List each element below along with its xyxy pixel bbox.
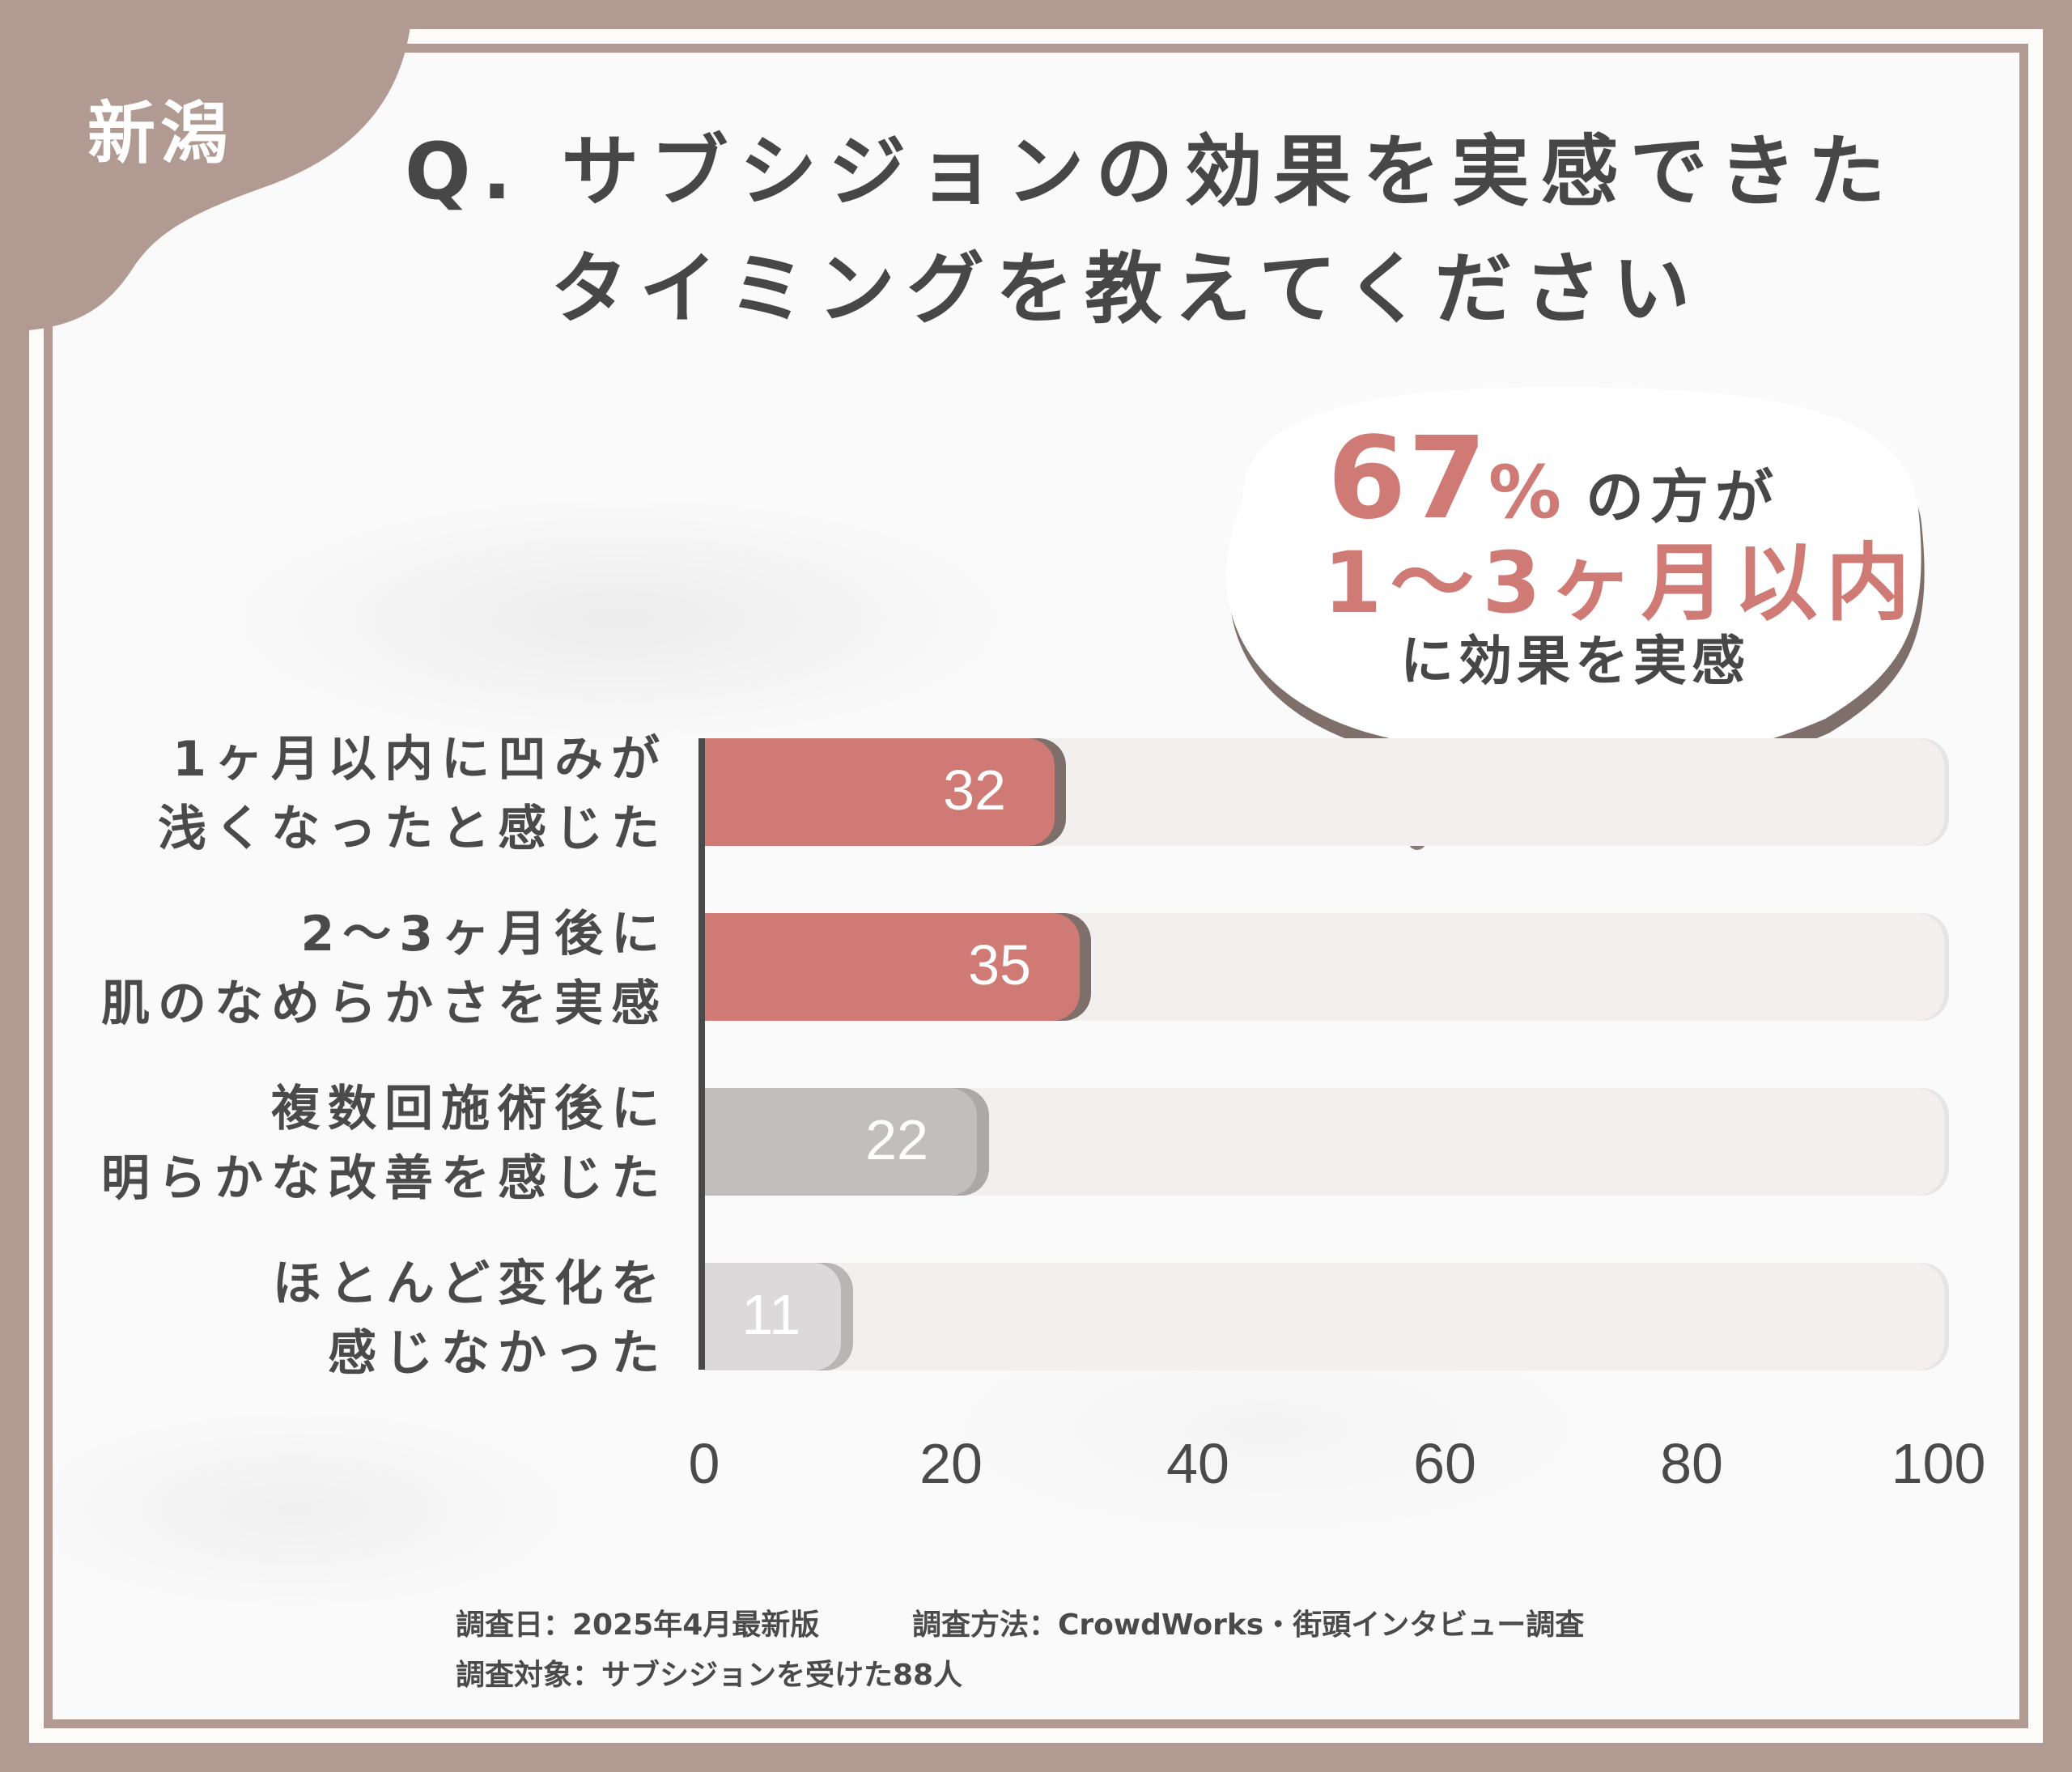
callout-percent: 67 [1327, 413, 1488, 545]
corner-blob-decoration [0, 0, 413, 330]
category-label-2: 2〜3ヶ月後に 肌のなめらかさを実感 [101, 899, 668, 1039]
bar-4: 11 [705, 1263, 841, 1370]
x-tick-80: 80 [1660, 1432, 1723, 1495]
callout-line-1: 67% の方が [1327, 413, 1780, 545]
category-label-2-line-1: 2〜3ヶ月後に [300, 906, 668, 962]
bar-4-value: 11 [741, 1283, 800, 1346]
callout-line-1-rest: の方が [1586, 463, 1781, 531]
chart-canvas [53, 53, 2019, 1719]
category-label-4: ほとんど変化を 感じなかった [273, 1249, 668, 1388]
category-label-3: 複数回施術後に 明らかな改善を感じた [101, 1074, 668, 1213]
footer-date: 調査日：2025年4月最新版 [456, 1608, 820, 1642]
category-label-4-line-1: ほとんど変化を [272, 1256, 668, 1312]
category-label-1: 1ヶ月以内に凹みが 浅くなったと感じた [158, 725, 668, 864]
category-label-1-line-2: 浅くなったと感じた [158, 801, 668, 857]
footer-target: 調査対象：サブシジョンを受けた88人 [456, 1659, 963, 1692]
y-axis-line [698, 738, 705, 1370]
region-tag: 新潟 [87, 94, 234, 173]
page-title: Q. サブシジョンの効果を実感できた タイミングを教えてください [405, 113, 2007, 348]
category-label-3-line-2: 明らかな改善を感じた [101, 1150, 668, 1207]
category-label-1-line-1: 1ヶ月以内に凹みが [172, 731, 668, 788]
callout-line-2: 1〜3ヶ月以内 [1323, 533, 1918, 632]
category-label-4-line-2: 感じなかった [328, 1325, 668, 1382]
footer-method: 調査方法：CrowdWorks・街頭インタビュー調査 [912, 1608, 1585, 1642]
callout-line-3: に効果を実感 [1400, 630, 1750, 692]
bar-3-value: 22 [865, 1108, 928, 1171]
speech-bubble [1226, 386, 1925, 807]
category-label-2-line-2: 肌のなめらかさを実感 [101, 975, 668, 1032]
title-line-2: タイミングを教えてください [550, 244, 1702, 334]
x-tick-0: 0 [688, 1432, 720, 1495]
x-tick-20: 20 [919, 1432, 983, 1495]
bar-track-4 [705, 1263, 1944, 1370]
bar-1: 32 [705, 738, 1055, 846]
callout-percent-sign: % [1488, 450, 1562, 535]
x-tick-100: 100 [1891, 1432, 1986, 1495]
category-label-3-line-1: 複数回施術後に [271, 1081, 668, 1137]
bar-3: 22 [705, 1088, 977, 1196]
title-line-1: Q. サブシジョンの効果を実感できた [405, 126, 1897, 217]
bar-2: 35 [705, 913, 1080, 1021]
bar-2-value: 35 [968, 933, 1031, 996]
bar-1-value: 32 [943, 759, 1006, 822]
x-tick-60: 60 [1413, 1432, 1476, 1495]
x-tick-40: 40 [1166, 1432, 1229, 1495]
